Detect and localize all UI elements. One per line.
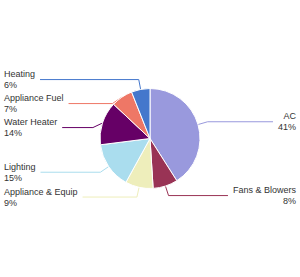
svg-text:15%: 15% — [4, 173, 22, 183]
svg-text:AC: AC — [283, 111, 296, 121]
svg-text:6%: 6% — [4, 80, 17, 90]
svg-text:8%: 8% — [283, 196, 296, 206]
svg-text:Fans & Blowers: Fans & Blowers — [233, 185, 297, 195]
svg-text:Water Heater: Water Heater — [4, 117, 57, 127]
svg-text:Lighting: Lighting — [4, 162, 36, 172]
svg-text:7%: 7% — [4, 104, 17, 114]
svg-text:14%: 14% — [4, 128, 22, 138]
svg-text:9%: 9% — [4, 198, 17, 208]
svg-text:Heating: Heating — [4, 69, 35, 79]
svg-text:Appliance Fuel: Appliance Fuel — [4, 93, 64, 103]
svg-text:Appliance & Equip: Appliance & Equip — [4, 187, 78, 197]
svg-text:41%: 41% — [278, 122, 296, 132]
